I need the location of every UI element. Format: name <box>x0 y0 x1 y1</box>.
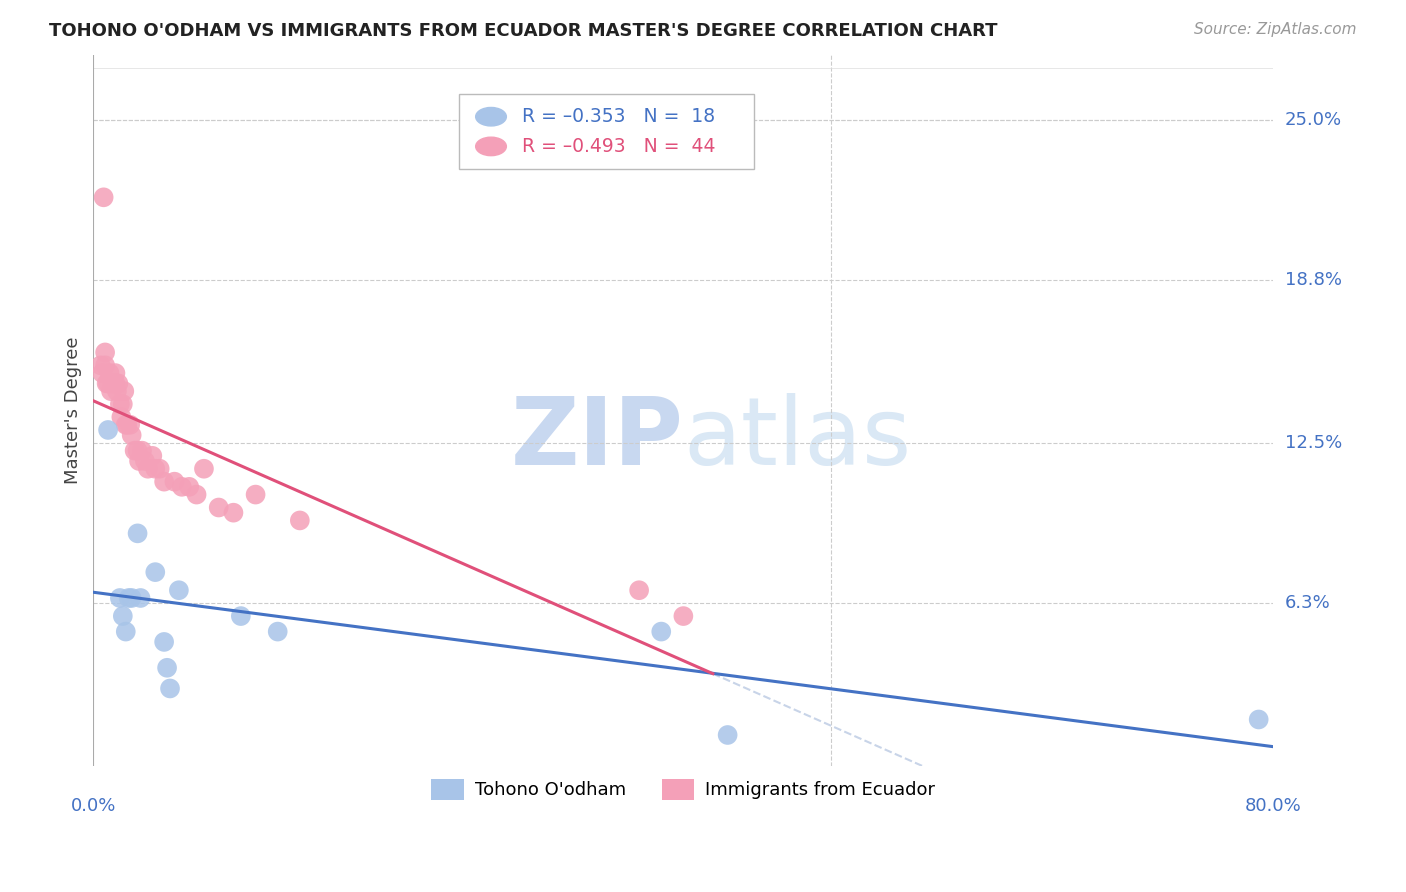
Point <box>127 443 149 458</box>
Y-axis label: Master's Degree: Master's Degree <box>65 337 82 484</box>
Point <box>108 397 131 411</box>
Point <box>117 417 139 432</box>
Text: 0.0%: 0.0% <box>70 797 117 814</box>
Point <box>267 624 290 639</box>
Text: 6.3%: 6.3% <box>1285 594 1330 612</box>
Point <box>153 475 176 489</box>
Point <box>1247 713 1270 727</box>
Legend: Tohono O'odham, Immigrants from Ecuador: Tohono O'odham, Immigrants from Ecuador <box>425 772 942 806</box>
Point <box>245 487 267 501</box>
Text: 25.0%: 25.0% <box>1285 111 1341 128</box>
Point <box>93 190 115 204</box>
Text: ZIP: ZIP <box>510 393 683 485</box>
Point <box>128 454 150 468</box>
Point <box>90 359 112 373</box>
Text: Source: ZipAtlas.com: Source: ZipAtlas.com <box>1194 22 1357 37</box>
Point <box>143 565 166 579</box>
Point <box>114 624 136 639</box>
Point <box>179 480 201 494</box>
Point <box>167 583 190 598</box>
Point <box>105 384 128 399</box>
Point <box>159 681 181 696</box>
Point <box>141 449 163 463</box>
Point <box>193 461 215 475</box>
Point <box>111 397 134 411</box>
Point <box>112 384 135 399</box>
Text: 80.0%: 80.0% <box>1246 797 1302 814</box>
Text: R = –0.353   N =  18: R = –0.353 N = 18 <box>522 107 714 126</box>
Point <box>107 376 129 391</box>
Text: 12.5%: 12.5% <box>1285 434 1341 452</box>
Point <box>104 366 127 380</box>
Point <box>288 513 311 527</box>
Point <box>156 661 179 675</box>
Point <box>229 609 252 624</box>
Point <box>110 410 132 425</box>
FancyBboxPatch shape <box>460 95 754 169</box>
Point <box>672 609 695 624</box>
Point <box>111 609 134 624</box>
Point <box>153 635 176 649</box>
Point <box>222 506 245 520</box>
Point <box>101 376 124 391</box>
Point <box>134 454 156 468</box>
Text: R = –0.493   N =  44: R = –0.493 N = 44 <box>522 136 716 156</box>
Point <box>97 376 120 391</box>
Point <box>208 500 231 515</box>
Point <box>114 417 136 432</box>
Point <box>103 376 125 391</box>
Point <box>170 480 193 494</box>
Point <box>120 417 142 432</box>
Point <box>127 526 149 541</box>
Circle shape <box>475 107 506 126</box>
Point <box>97 423 120 437</box>
Point <box>149 461 172 475</box>
Point <box>96 376 118 391</box>
Point <box>163 475 186 489</box>
Text: TOHONO O'ODHAM VS IMMIGRANTS FROM ECUADOR MASTER'S DEGREE CORRELATION CHART: TOHONO O'ODHAM VS IMMIGRANTS FROM ECUADO… <box>49 22 998 40</box>
Point <box>121 591 143 605</box>
Point <box>717 728 740 742</box>
Point <box>91 366 114 380</box>
Point <box>108 591 131 605</box>
Point <box>94 359 117 373</box>
Text: atlas: atlas <box>683 393 911 485</box>
Point <box>118 591 141 605</box>
Point <box>143 461 166 475</box>
Point <box>121 428 143 442</box>
Point <box>186 487 208 501</box>
Circle shape <box>475 137 506 156</box>
Point <box>94 345 117 359</box>
Point <box>136 461 159 475</box>
Point <box>129 591 152 605</box>
Point <box>124 443 146 458</box>
Point <box>650 624 672 639</box>
Point <box>98 366 121 380</box>
Text: 18.8%: 18.8% <box>1285 271 1341 289</box>
Point <box>628 583 651 598</box>
Point <box>104 376 127 391</box>
Point <box>131 443 153 458</box>
Point <box>100 384 122 399</box>
